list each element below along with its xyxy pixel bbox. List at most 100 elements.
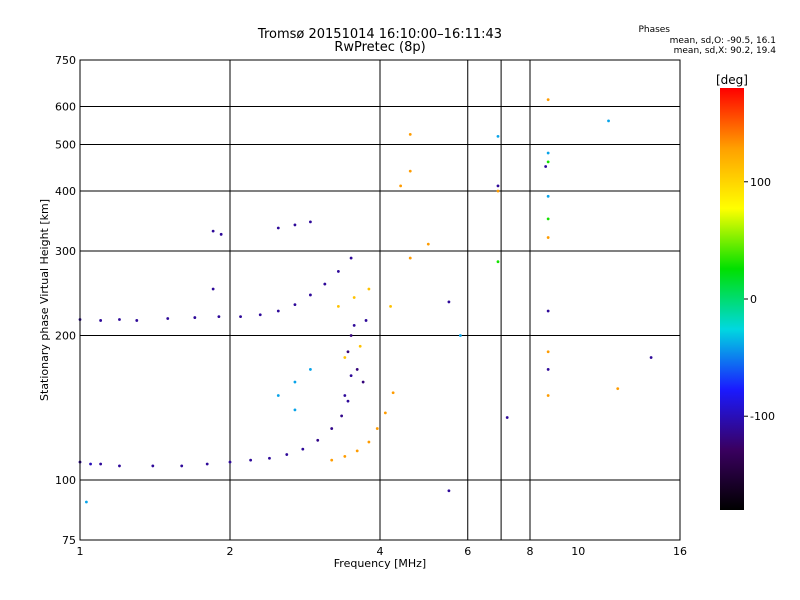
x-tick-label: 6 — [464, 545, 471, 558]
chart-subtitle: RwPretec (8p) — [334, 40, 426, 55]
data-point — [408, 256, 412, 260]
data-point — [293, 380, 297, 384]
data-point — [228, 460, 232, 464]
data-point — [239, 315, 242, 319]
grid — [79, 60, 681, 540]
data-point — [151, 464, 155, 468]
data-point — [364, 319, 368, 322]
phases-x-stats: mean, sd,X: 90.2, 19.4 — [673, 46, 776, 56]
data-point — [399, 184, 403, 188]
data-point — [309, 368, 312, 371]
data-point — [546, 350, 550, 354]
data-point — [408, 169, 412, 173]
data-point — [84, 500, 88, 504]
data-point — [607, 119, 610, 123]
data-point — [211, 287, 215, 291]
data-point — [89, 462, 92, 466]
data-point — [268, 456, 271, 460]
data-point — [293, 303, 297, 306]
x-tick-label: 16 — [673, 545, 687, 558]
y-tick-label: 200 — [55, 330, 76, 343]
data-point — [276, 226, 280, 230]
data-point — [546, 98, 550, 102]
data-point — [309, 220, 312, 224]
data-point — [343, 394, 347, 397]
data-point — [391, 391, 395, 395]
data-point — [426, 242, 430, 246]
data-point — [352, 296, 356, 299]
data-point — [544, 165, 548, 168]
data-point — [546, 236, 550, 239]
data-point — [367, 287, 371, 291]
y-tick-label: 500 — [55, 139, 76, 152]
data-point — [505, 416, 509, 419]
data-point — [211, 229, 215, 233]
colorbar-label: [deg] — [716, 73, 748, 87]
phases-title: Phases — [638, 25, 670, 35]
data-point — [496, 189, 500, 193]
data-point — [99, 462, 103, 466]
data-point — [349, 256, 353, 260]
data-point — [217, 315, 221, 319]
data-point — [285, 453, 289, 456]
scatter-points — [78, 98, 653, 504]
data-point — [546, 309, 550, 313]
data-point — [316, 438, 320, 442]
data-point — [99, 319, 103, 322]
data-point — [352, 323, 356, 327]
y-tick-label: 750 — [55, 54, 76, 67]
colorbar-tick-label: -100 — [750, 410, 775, 423]
data-point — [408, 132, 412, 136]
phases-o-stats: mean, sd,O: -90.5, 16.1 — [669, 36, 776, 46]
data-point — [276, 394, 280, 397]
data-point — [383, 411, 387, 415]
data-point — [193, 316, 197, 319]
data-point — [258, 313, 262, 317]
colorbar-tick-label: 0 — [750, 293, 757, 306]
chart-title: Tromsø 20151014 16:10:00–16:11:43 — [257, 27, 503, 42]
x-tick-label: 8 — [527, 545, 534, 558]
x-tick-label: 4 — [377, 545, 384, 558]
data-point — [330, 458, 334, 462]
data-point — [361, 380, 365, 384]
y-tick-label: 400 — [55, 185, 76, 198]
y-tick-label: 100 — [55, 474, 76, 487]
data-point — [355, 449, 359, 453]
data-point — [301, 447, 305, 451]
data-point — [293, 408, 297, 412]
plot-frame — [79, 59, 681, 541]
data-point — [447, 489, 451, 493]
data-point — [346, 350, 350, 354]
data-point — [447, 300, 451, 304]
data-point — [330, 427, 334, 430]
data-point — [349, 334, 353, 337]
data-point — [546, 368, 550, 371]
data-point — [180, 464, 184, 468]
data-point — [496, 260, 500, 264]
data-point — [205, 462, 209, 466]
x-tick-label: 2 — [227, 545, 234, 558]
data-point — [459, 334, 462, 337]
data-point — [346, 399, 350, 403]
data-point — [118, 464, 121, 468]
data-point — [343, 455, 347, 458]
data-point — [219, 232, 223, 236]
data-point — [496, 184, 500, 188]
data-point — [336, 270, 340, 273]
data-point — [367, 440, 371, 444]
data-point — [375, 427, 379, 430]
data-point — [293, 223, 297, 227]
y-tick-label: 75 — [62, 534, 76, 547]
y-tick-label: 600 — [55, 101, 76, 114]
colorbar: [deg] 100 0 -100 — [716, 73, 775, 510]
data-point — [358, 344, 362, 348]
data-point — [546, 151, 550, 155]
data-point — [546, 194, 550, 198]
data-point — [166, 317, 170, 320]
data-point — [118, 318, 121, 321]
colorbar-gradient — [720, 88, 744, 510]
y-axis-label: Stationary phase Virtual Height [km] — [38, 199, 51, 401]
data-point — [616, 387, 620, 391]
x-tick-label: 1 — [77, 545, 84, 558]
